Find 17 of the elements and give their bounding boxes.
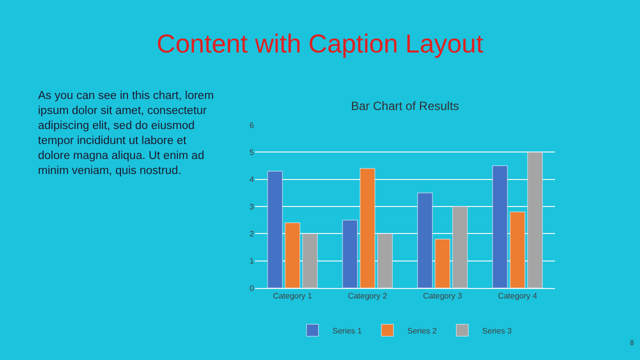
y-tick-label: 4 [250,175,255,184]
y-tick-label: 1 [250,256,255,266]
x-tick-label: Category 3 [422,292,463,301]
chart-subtitle: Bar Chart of Results [351,99,460,113]
chart-title: Content with Caption Layout [156,28,484,58]
x-tick-label: Category 4 [498,292,538,301]
x-tick-label: Category 1 [272,292,313,301]
legend-label: Series 2 [407,326,438,336]
legend-label: Series 1 [332,326,362,336]
y-tick-label: 5 [250,148,255,157]
y-tick-label: 3 [250,202,255,212]
y-tick-label: 0 [250,284,255,293]
x-tick-label: Category 2 [348,292,388,301]
y-tick-label: 6 [250,120,255,130]
y-tick-label: 2 [250,229,255,238]
legend-label: Series 3 [482,326,512,336]
text: As you can see in this chart, lorem ipsum dolor sit amet, consectetur adipiscing elit, sed do eiusmod tempor incididunt ut labore et dolore magna aliqua. Ut enim ad minim veniam, quis nostrud. [38,90,214,177]
